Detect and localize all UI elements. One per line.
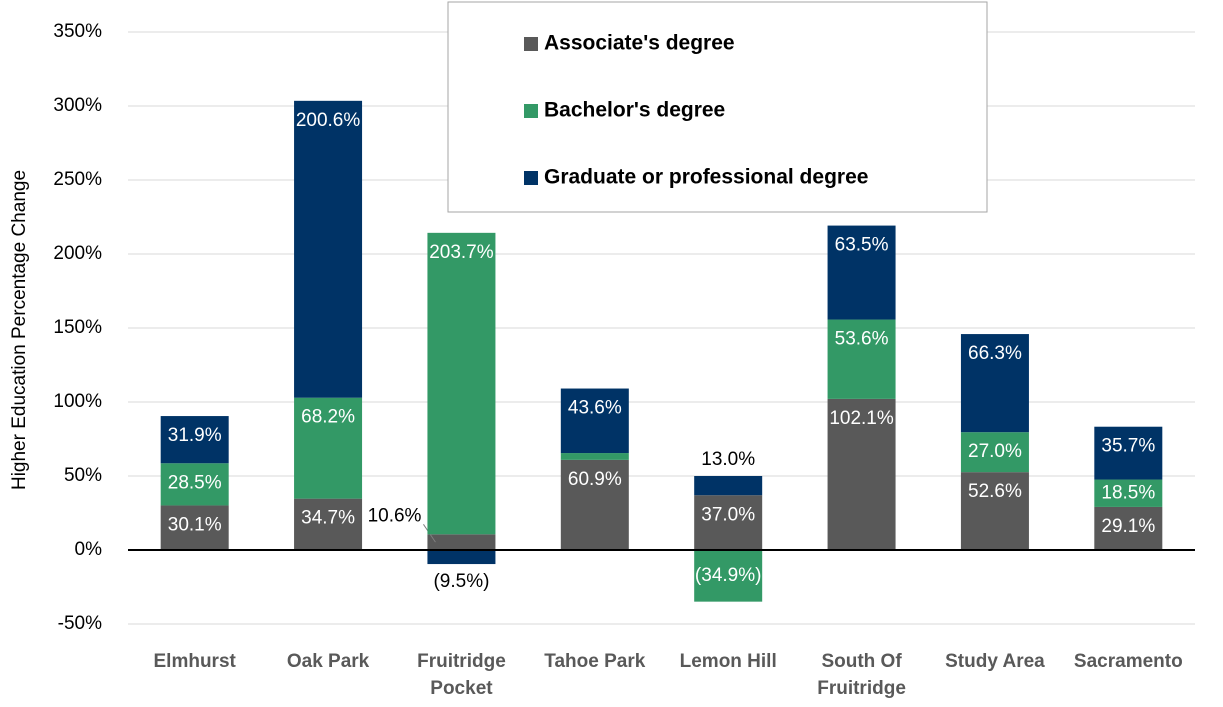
y-tick-label: 250%	[53, 169, 102, 190]
bar-segment	[694, 550, 763, 602]
bar-segment	[1094, 506, 1163, 550]
legend-label: Graduate or professional degree	[544, 166, 868, 189]
data-label: 31.9%	[168, 425, 222, 446]
data-label: (34.9%)	[695, 565, 762, 586]
y-tick-label: 50%	[64, 465, 102, 486]
data-label: 10.6%	[368, 505, 422, 526]
bar-segment	[827, 319, 896, 399]
data-label: 52.6%	[968, 481, 1022, 502]
legend-label: Bachelor's degree	[544, 99, 725, 122]
x-tick-label: Fruitridge Pocket	[417, 651, 506, 699]
bar-segment	[160, 416, 229, 464]
data-label: 27.0%	[968, 441, 1022, 462]
x-tick-label: Elmhurst	[153, 651, 236, 672]
y-tick-label: 300%	[53, 95, 102, 116]
x-tick-label: Lemon Hill	[679, 651, 777, 672]
bar-segment	[827, 398, 896, 550]
x-tick-label: Study Area	[945, 651, 1045, 672]
bar-segment	[827, 225, 896, 320]
legend-swatch	[524, 171, 538, 185]
y-tick-label: 0%	[75, 539, 103, 560]
data-label: 203.7%	[429, 242, 494, 263]
bar-segment	[960, 472, 1029, 550]
bar-segment	[294, 100, 363, 398]
bar-segment	[1094, 479, 1163, 507]
data-label: 102.1%	[829, 408, 894, 429]
y-tick-label: 100%	[53, 391, 102, 412]
data-label: 18.5%	[1101, 482, 1155, 503]
bar-segment	[160, 505, 229, 550]
data-label: 68.2%	[301, 407, 355, 428]
legend-label: Associate's degree	[544, 32, 735, 55]
x-tick-label: Tahoe Park	[544, 651, 646, 672]
y-tick-label: 150%	[53, 317, 102, 338]
bar-segment	[294, 498, 363, 550]
data-label: 43.6%	[568, 398, 622, 419]
data-label: 37.0%	[701, 504, 755, 525]
bar-segment	[694, 495, 763, 550]
bar-segment	[960, 432, 1029, 473]
bar-segment	[560, 388, 629, 454]
y-tick-label: 350%	[53, 21, 102, 42]
y-tick-label: -50%	[58, 613, 102, 634]
x-tick-label: Sacramento	[1073, 651, 1183, 672]
data-label: 53.6%	[835, 329, 889, 350]
bar-segment	[427, 534, 496, 550]
bar-segment	[694, 476, 763, 496]
data-label: (9.5%)	[433, 571, 489, 592]
data-label: 29.1%	[1101, 516, 1155, 537]
bar-segment	[160, 463, 229, 506]
bar-segment	[427, 232, 496, 535]
bar-segment	[960, 334, 1029, 433]
bar-segment	[1094, 426, 1163, 480]
data-label: 63.5%	[835, 235, 889, 256]
x-tick-label: Oak Park	[286, 651, 370, 672]
data-label: 13.0%	[701, 449, 755, 470]
data-label: 200.6%	[296, 110, 361, 131]
data-label: 28.5%	[168, 472, 222, 493]
bar-segment	[560, 453, 629, 460]
bar-segment	[294, 397, 363, 499]
data-label: 60.9%	[568, 469, 622, 490]
bar-segment	[427, 550, 496, 565]
y-axis-label: Higher Education Percentage Change	[9, 170, 30, 490]
data-label: 34.7%	[301, 508, 355, 529]
legend-swatch	[524, 37, 538, 51]
data-label: 30.1%	[168, 514, 222, 535]
data-label: 66.3%	[968, 343, 1022, 364]
y-tick-label: 200%	[53, 243, 102, 264]
bar-segment	[560, 459, 629, 550]
data-label: 35.7%	[1101, 436, 1155, 457]
x-tick-label: South Of Fruitridge	[817, 651, 906, 699]
legend-swatch	[524, 104, 538, 118]
